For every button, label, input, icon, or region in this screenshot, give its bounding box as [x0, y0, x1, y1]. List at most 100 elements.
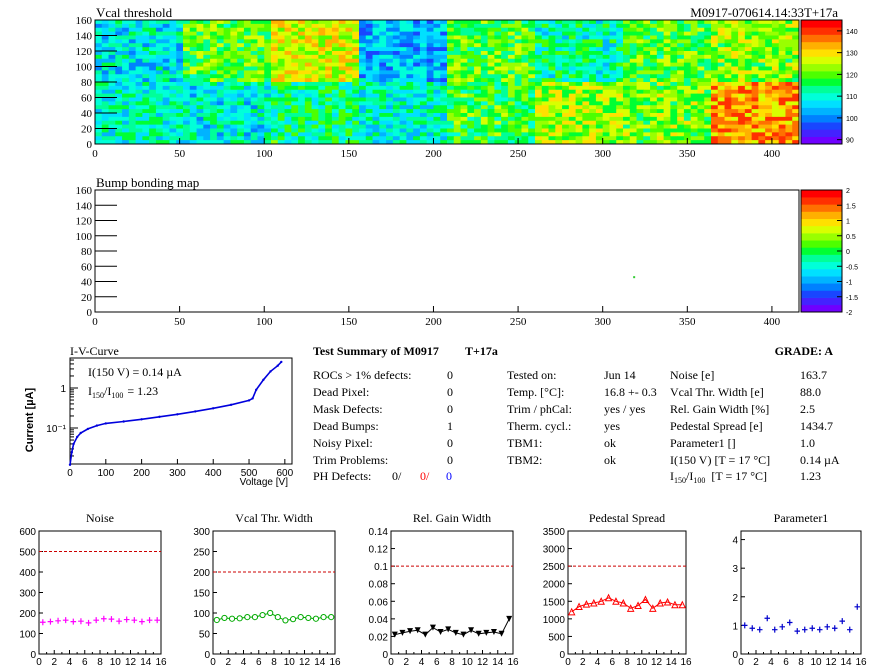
vcal-cell [128, 78, 137, 83]
vcal-cell [623, 85, 631, 91]
vcal-cell [474, 58, 482, 64]
vcal-cell [629, 23, 637, 29]
vcal-cell [738, 51, 746, 56]
vcal-cell [406, 105, 414, 110]
vcal-cell [724, 70, 732, 75]
vcal-cell [602, 101, 610, 106]
vcal-cell [392, 27, 401, 33]
vcal-cell [203, 47, 211, 52]
palette-swatch [801, 85, 842, 94]
vcal-cell [243, 128, 252, 133]
vcal-cell [731, 93, 739, 98]
vcal-cell [352, 47, 360, 52]
vcal-cell [683, 89, 692, 95]
roc-x-tick-label: 4 [419, 657, 425, 668]
vcal-cell [210, 132, 218, 137]
vcal-cell [487, 70, 495, 75]
vcal-cell [108, 31, 116, 36]
vcal-cell [535, 116, 543, 122]
vcal-cell [318, 20, 326, 25]
vcal-cell [406, 43, 414, 48]
roc-point [414, 627, 421, 634]
condition-value: ok [604, 453, 616, 467]
x-tick-label: 300 [594, 316, 611, 328]
vcal-cell [189, 85, 197, 91]
vcal-cell [379, 74, 387, 79]
vcal-cell [555, 116, 563, 122]
vcal-cell [216, 120, 225, 126]
vcal-cell [765, 74, 773, 79]
vcal-cell [555, 31, 563, 36]
vcal-cell [419, 58, 428, 64]
vcal-cell [548, 140, 556, 145]
vcal-cell [162, 93, 170, 98]
vcal-cell [480, 47, 489, 52]
vcal-cell [142, 132, 150, 137]
vcal-cell [325, 78, 333, 83]
vcal-cell [514, 35, 522, 40]
vcal-cell [616, 39, 624, 44]
vcal-cell [203, 39, 211, 44]
iv-point [276, 364, 279, 367]
vcal-cell [216, 74, 225, 79]
vcal-cell [541, 116, 549, 122]
vcal-cell [406, 85, 414, 91]
vcal-cell [487, 128, 495, 133]
vcal-cell [183, 58, 191, 64]
vcal-cell [230, 43, 238, 48]
vcal-cell [169, 58, 177, 64]
vcal-cell [359, 105, 367, 110]
vcal-cell [338, 101, 346, 106]
vcal-cell [602, 66, 610, 71]
vcal-cell [616, 51, 624, 56]
vcal-cell [149, 128, 157, 133]
vcal-cell [744, 70, 753, 75]
palette-label: 1 [846, 219, 850, 226]
vcal-cell [677, 89, 685, 95]
vcal-cell [521, 113, 529, 118]
vcal-cell [183, 97, 191, 102]
vcal-cell [514, 124, 522, 129]
vcal-cell [386, 105, 394, 110]
vcal-cell [413, 82, 421, 87]
vcal-cell [345, 120, 353, 126]
vcal-cell [501, 39, 509, 44]
vcal-cell [196, 140, 204, 145]
vcal-cell [758, 105, 766, 110]
vcal-cell [203, 51, 211, 56]
vcal-cell [155, 82, 164, 87]
roc-point [154, 617, 160, 624]
vcal-cell [352, 43, 360, 48]
roc-x-tick-label: 10 [462, 657, 474, 668]
vcal-cell [609, 105, 617, 110]
vcal-cell [122, 93, 130, 98]
vcal-cell [643, 136, 651, 141]
vcal-cell [359, 93, 367, 98]
vcal-cell [122, 27, 130, 33]
vcal-cell [196, 109, 204, 114]
vcal-cell [690, 82, 698, 87]
vcal-cell [731, 23, 739, 29]
vcal-cell [521, 62, 529, 67]
vcal-cell [318, 85, 326, 91]
vcal-cell [521, 31, 529, 36]
vcal-cell [677, 101, 685, 106]
vcal-cell [142, 39, 150, 44]
vcal-cell [406, 93, 414, 98]
palette-swatch [801, 247, 842, 255]
vcal-cell [359, 113, 367, 118]
vcal-cell [697, 47, 705, 52]
vcal-cell [792, 140, 800, 145]
roc-y-tick-label: 0.1 [374, 562, 388, 573]
vcal-cell [365, 31, 373, 36]
vcal-cell [487, 101, 495, 106]
vcal-cell [95, 20, 103, 25]
vcal-cell [237, 97, 245, 102]
vcal-cell [480, 39, 489, 44]
vcal-cell [216, 97, 225, 102]
vcal-cell [433, 31, 441, 36]
vcal-cell [304, 23, 313, 29]
vcal-cell [589, 82, 597, 87]
vcal-cell [318, 109, 326, 114]
vcal-cell [711, 85, 719, 91]
